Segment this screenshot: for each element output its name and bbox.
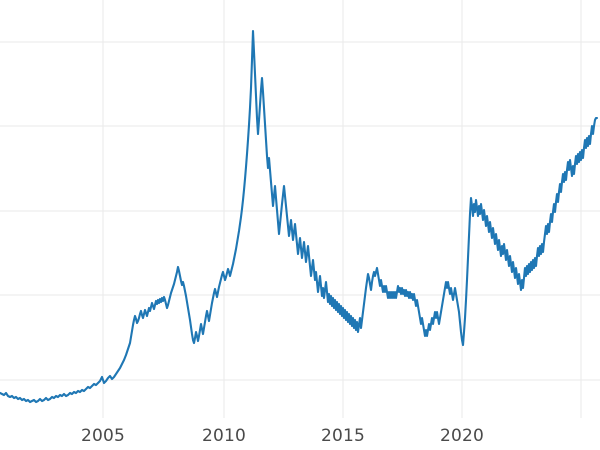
vertical-gridlines [102,0,582,418]
x-tick-label-2005: 2005 [80,426,126,446]
x-tick-label-2020: 2020 [439,426,485,446]
x-tick-label-2015: 2015 [320,426,366,446]
price-series-line [0,29,599,404]
x-tick-label-2010: 2010 [201,426,247,446]
